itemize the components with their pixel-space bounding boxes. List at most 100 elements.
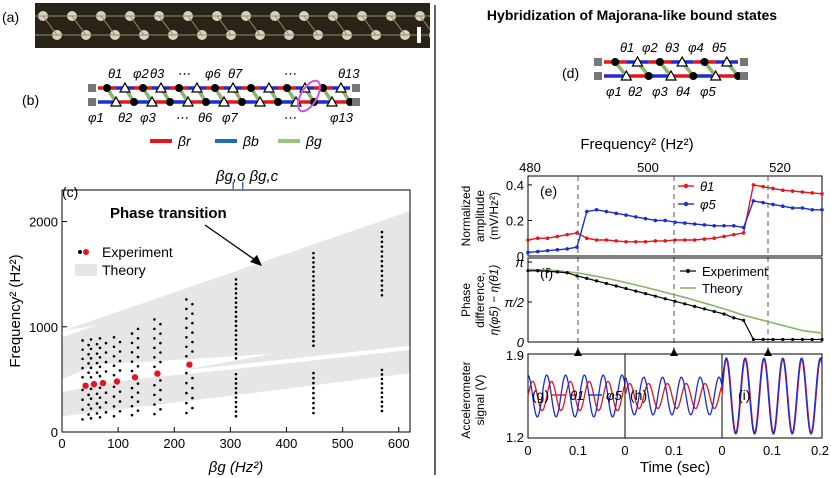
arrow-marker (574, 348, 582, 356)
annotation-arrow (204, 224, 259, 263)
top-tick-label: 500 (637, 160, 659, 175)
series-point (565, 247, 569, 251)
experiment-point (234, 357, 238, 360)
chain-label-bottom: θ6 (198, 110, 213, 125)
experiment-point (130, 404, 134, 408)
series-point (692, 222, 697, 226)
experiment-point (380, 245, 384, 248)
x-tick-label: 0.1 (569, 443, 587, 458)
experiment-point (95, 342, 99, 346)
experiment-point (104, 360, 108, 364)
experiment-point (191, 302, 194, 306)
top-axis-label: Frequency² (Hz²) (580, 136, 693, 153)
experiment-point (595, 279, 599, 283)
signal-phi5 (721, 356, 823, 436)
experiment-point-red (131, 374, 139, 381)
experiment-point (112, 395, 116, 398)
experiment-point (87, 352, 90, 356)
experiment-point (153, 318, 156, 321)
experiment-point (153, 383, 156, 387)
y-axis-label: Frequency² (Hz²) (7, 254, 24, 367)
experiment-point (98, 396, 102, 399)
signal-theta1 (527, 380, 626, 412)
arrow-marker (764, 348, 772, 356)
experiment-point (810, 337, 814, 342)
anchor-block (88, 84, 96, 92)
experiment-point (104, 391, 108, 395)
experiment-point (702, 307, 707, 311)
experiment-point (118, 369, 122, 372)
chain-label-top: ⋯ (177, 66, 190, 81)
series-point (594, 207, 599, 212)
x-axis-label: βg (Hz²) (208, 459, 263, 476)
experiment-point (87, 343, 90, 347)
legend-experiment: Experiment (702, 264, 768, 279)
chain-label-top: θ3 (150, 66, 165, 81)
experiment-point (153, 365, 156, 369)
experiment-point (98, 406, 102, 409)
anchor-block (740, 58, 748, 66)
experiment-point (81, 375, 84, 379)
experiment-point (380, 240, 384, 244)
chart-ghi: (g) (h) (i) θ1 φ5 1.9 1.2 Accelerometer signal (… (459, 348, 829, 476)
experiment-point (312, 339, 315, 343)
experiment-point (153, 355, 156, 359)
y-tick-label: 0 (517, 249, 524, 264)
experiment-point (526, 269, 530, 273)
experiment-point (312, 386, 315, 390)
experiment-point (312, 406, 315, 410)
experiment-point (234, 338, 238, 342)
legend-theory-swatch (75, 264, 97, 276)
experiment-point (185, 317, 188, 320)
series-point (800, 190, 805, 194)
experiment-point (312, 251, 315, 255)
experiment-point (312, 376, 315, 380)
experiment-point (112, 414, 116, 418)
series-point (624, 213, 628, 217)
experiment-point (234, 310, 238, 314)
x-tick-label: 0.1 (665, 443, 683, 458)
experiment-point (742, 318, 746, 322)
experiment-point (153, 412, 156, 416)
y-tick-label: π (515, 255, 524, 270)
experiment-point (234, 377, 238, 381)
label-f: (f) (540, 265, 553, 281)
series-point (594, 238, 599, 242)
experiment-point (185, 345, 188, 349)
experiment-point (546, 269, 550, 273)
experiment-point (159, 351, 162, 354)
experiment-point (234, 333, 238, 337)
experiment-point (234, 278, 238, 281)
experiment-point (136, 327, 140, 331)
series-point (702, 237, 707, 241)
experiment-point (118, 340, 122, 344)
experiment-point (81, 366, 84, 370)
chain-label-top: θ5 (712, 40, 727, 55)
node-triangle (109, 95, 123, 107)
experiment-point (89, 417, 93, 420)
y-tick-label: 1000 (29, 320, 58, 335)
signal-theta1 (721, 356, 823, 436)
experiment-point (185, 371, 188, 375)
anchor-block (352, 84, 360, 92)
node-triangle (181, 95, 195, 107)
series-point (585, 236, 589, 241)
experiment-point (191, 406, 194, 410)
experiment-point-red (154, 370, 161, 377)
series-point (555, 234, 560, 239)
experiment-point (234, 347, 238, 351)
axes-frame (61, 189, 411, 433)
experiment-point (185, 298, 188, 301)
experiment-point (380, 405, 384, 408)
experiment-point (555, 270, 560, 274)
series-point (751, 183, 756, 187)
x-tick-label: 100 (107, 436, 129, 451)
x-axis-label: Time (sec) (640, 459, 710, 476)
node-circle (202, 98, 210, 106)
series-point (624, 239, 628, 244)
label-c: (c) (62, 184, 78, 200)
experiment-point (312, 325, 315, 329)
experiment-point (380, 259, 384, 263)
experiment-point (95, 352, 99, 355)
y-axis-label-line2: difference, (473, 272, 487, 328)
